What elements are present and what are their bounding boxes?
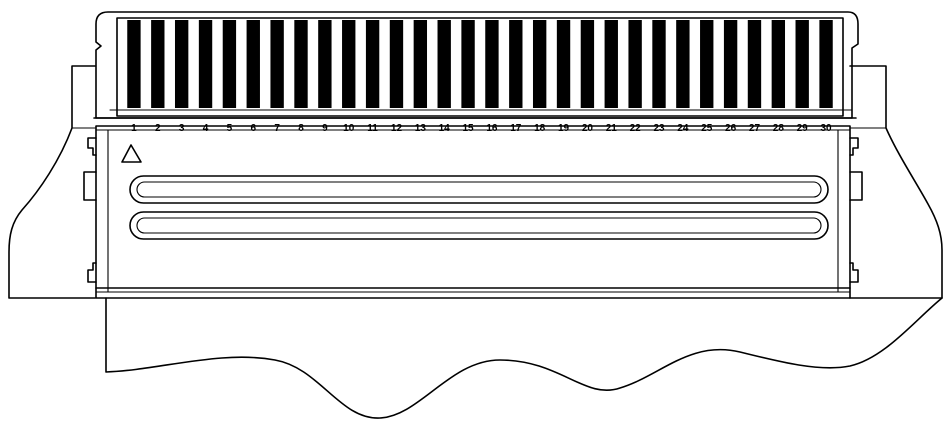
contact-bar-24: [676, 20, 690, 108]
contact-bar-21: [604, 20, 618, 108]
pin-number-10: 10: [343, 123, 355, 134]
pin-number-12: 12: [391, 123, 403, 134]
pin1-triangle-marker: [121, 144, 142, 163]
lower-plate-break-outline: [105, 297, 943, 419]
pin-number-11: 11: [367, 123, 378, 134]
contact-bar-30: [819, 20, 833, 108]
pin-number-30: 30: [821, 123, 833, 134]
pin-number-26: 26: [725, 123, 737, 134]
lower-slot-inner: [136, 217, 822, 234]
lower-slot-outer: [129, 211, 829, 240]
pin-number-22: 22: [630, 123, 642, 134]
pin-number-3: 3: [179, 123, 185, 134]
right-housing-outline: [849, 65, 943, 299]
contact-bar-6: [246, 20, 260, 108]
connector-body-outline: [95, 125, 851, 299]
contact-bar-19: [556, 20, 571, 108]
contact-bar-25: [700, 20, 714, 108]
pin-number-28: 28: [773, 123, 785, 134]
contact-bar-9: [318, 20, 332, 108]
contact-bar-7: [270, 20, 284, 108]
contact-bar-12: [389, 20, 404, 108]
right-latch-lower: [849, 262, 859, 283]
pin-number-17: 17: [510, 123, 522, 134]
contact-bar-15: [461, 20, 475, 108]
contact-bar-8: [294, 20, 308, 108]
contact-bar-13: [413, 20, 428, 108]
left-latch-lower: [87, 262, 97, 283]
pin-number-23: 23: [653, 123, 665, 134]
contact-bar-17: [509, 20, 523, 108]
left-latch-upper: [87, 137, 97, 156]
contact-bar-18: [532, 20, 547, 108]
pin-number-24: 24: [677, 123, 689, 134]
contact-bar-29: [795, 20, 809, 108]
pin-number-14: 14: [439, 123, 451, 134]
pin-number-5: 5: [227, 123, 233, 134]
pin-number-15: 15: [463, 123, 475, 134]
contact-bar-3: [174, 20, 189, 108]
right-latch-middle: [849, 171, 863, 201]
right-latch-upper: [849, 137, 859, 156]
contact-bar-28: [771, 20, 786, 108]
contact-bar-23: [652, 20, 666, 108]
pin-number-21: 21: [606, 123, 618, 134]
pin-number-4: 4: [203, 123, 209, 134]
pin-number-9: 9: [322, 123, 328, 134]
pin-number-25: 25: [701, 123, 713, 134]
contact-bar-26: [723, 20, 738, 108]
contact-bar-5: [222, 20, 237, 108]
pin-number-19: 19: [558, 123, 570, 134]
pin-number-1: 1: [131, 123, 137, 134]
contact-bar-10: [342, 20, 356, 108]
pin-number-8: 8: [298, 123, 304, 134]
upper-slot-outer: [129, 175, 829, 204]
contact-bar-2: [151, 20, 165, 108]
contact-bar-20: [580, 20, 595, 108]
contact-bar-4: [198, 20, 213, 108]
pin-number-20: 20: [582, 123, 594, 134]
pin-number-2: 2: [155, 123, 161, 134]
upper-slot-inner: [136, 181, 822, 198]
left-housing-outline: [8, 65, 96, 299]
pin-number-27: 27: [749, 123, 761, 134]
contact-bar-22: [628, 20, 642, 108]
contact-bar-27: [747, 20, 762, 108]
pin-number-18: 18: [534, 123, 546, 134]
contact-bar-14: [437, 20, 451, 108]
pin-number-6: 6: [250, 123, 256, 134]
pin-number-13: 13: [415, 123, 427, 134]
pin-number-7: 7: [274, 123, 280, 134]
contact-bars: [127, 20, 833, 108]
left-latch-middle: [83, 171, 97, 201]
pin-number-16: 16: [486, 123, 498, 134]
pin-number-labels: 1 2 3 4 5 6 7 8 9 10 11 12 13 14 15 16 17 18 19 20 21 22 23 24 2…: [131, 123, 832, 134]
contact-bar-11: [365, 20, 380, 108]
contact-bar-1: [127, 20, 141, 108]
contact-bar-16: [485, 20, 499, 108]
contact-window: [116, 17, 844, 117]
pin-number-29: 29: [797, 123, 809, 134]
